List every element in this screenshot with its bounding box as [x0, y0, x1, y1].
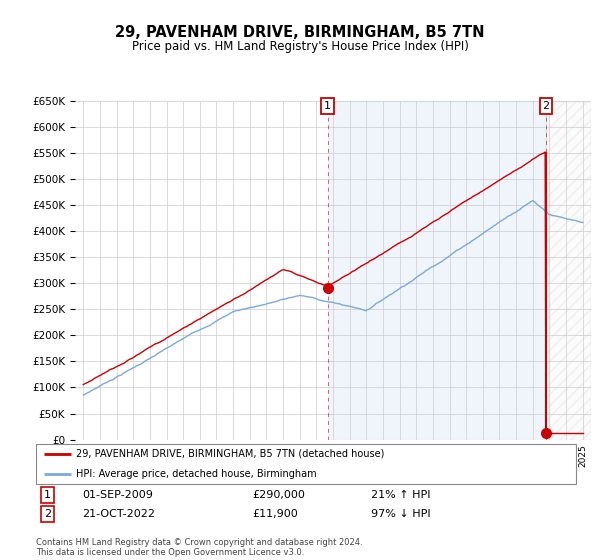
Text: 97% ↓ HPI: 97% ↓ HPI: [371, 509, 430, 519]
Text: Price paid vs. HM Land Registry's House Price Index (HPI): Price paid vs. HM Land Registry's House …: [131, 40, 469, 53]
Text: 21-OCT-2022: 21-OCT-2022: [82, 509, 155, 519]
Text: 1: 1: [324, 101, 331, 111]
Text: 2: 2: [44, 509, 51, 519]
Text: 2: 2: [542, 101, 550, 111]
Text: £290,000: £290,000: [252, 490, 305, 500]
Text: £11,900: £11,900: [252, 509, 298, 519]
Text: 01-SEP-2009: 01-SEP-2009: [82, 490, 153, 500]
Text: Contains HM Land Registry data © Crown copyright and database right 2024.
This d: Contains HM Land Registry data © Crown c…: [36, 538, 362, 557]
Bar: [328, 101, 546, 440]
Text: 1: 1: [44, 490, 51, 500]
FancyBboxPatch shape: [36, 444, 576, 484]
Bar: [546, 101, 591, 440]
Text: 29, PAVENHAM DRIVE, BIRMINGHAM, B5 7TN (detached house): 29, PAVENHAM DRIVE, BIRMINGHAM, B5 7TN (…: [77, 449, 385, 459]
Bar: [546, 101, 591, 440]
Text: 29, PAVENHAM DRIVE, BIRMINGHAM, B5 7TN: 29, PAVENHAM DRIVE, BIRMINGHAM, B5 7TN: [115, 25, 485, 40]
Text: 21% ↑ HPI: 21% ↑ HPI: [371, 490, 430, 500]
Text: HPI: Average price, detached house, Birmingham: HPI: Average price, detached house, Birm…: [77, 469, 317, 479]
